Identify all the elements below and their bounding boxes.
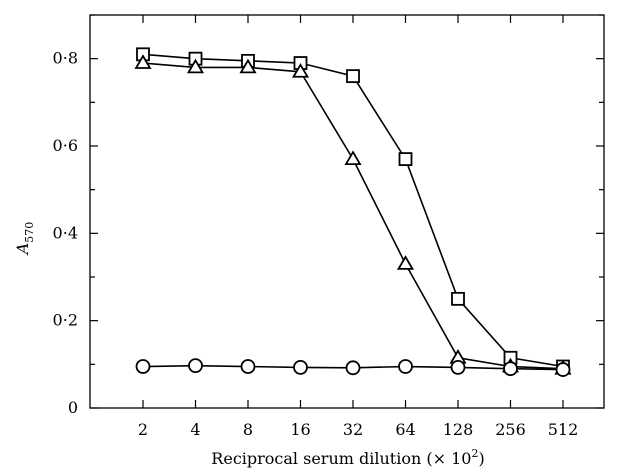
plot-frame [89, 14, 605, 409]
series-triangle [134, 54, 572, 375]
series-square [136, 47, 570, 374]
data-point-triangle [396, 255, 415, 270]
y-axis-label: A570 [13, 222, 36, 257]
x-tick-label: 512 [548, 420, 579, 439]
data-point-circle [240, 359, 256, 374]
data-point-square [451, 291, 465, 306]
x-tick-label: 2 [138, 420, 148, 439]
data-point-triangle [134, 54, 152, 69]
x-tick-label: 128 [443, 420, 474, 439]
data-point-triangle [186, 58, 205, 74]
series-group [134, 47, 572, 377]
series-line-square [142, 53, 564, 368]
y-axis-label-sub: 570 [23, 222, 36, 243]
data-point-circle [503, 361, 518, 377]
x-tick-label: 16 [290, 420, 310, 439]
x-tick-label: 64 [395, 420, 415, 439]
data-point-triangle [344, 150, 362, 166]
data-point-square [346, 69, 360, 84]
x-tick-label: 8 [243, 420, 253, 439]
tick-labels: 0 0·2 0·4 0·6 0·8 2 4 8 16 32 64 128 256 512 [53, 49, 579, 439]
y-tick-label: 0·4 [53, 223, 78, 242]
x-axis-label-main: Reciprocal serum dilution (× 10 [211, 449, 471, 468]
y-tick-label: 0·6 [53, 136, 78, 155]
x-axis-label: Reciprocal serum dilution (× 102) [211, 447, 484, 468]
y-axis-label-main: A [13, 243, 32, 257]
x-axis-label-close: ) [478, 449, 484, 468]
data-point-circle [345, 360, 361, 376]
data-point-circle [293, 359, 308, 375]
x-axis-label-exp: 2 [471, 447, 478, 460]
data-point-square [398, 152, 413, 167]
y-tick-label: 0 [68, 398, 78, 417]
data-point-circle [450, 359, 466, 375]
series-line-triangle [142, 62, 564, 370]
x-tick-label: 32 [343, 420, 363, 439]
data-point-circle [398, 359, 413, 374]
data-point-circle [555, 362, 571, 377]
data-point-triangle [239, 58, 257, 74]
x-tick-label: 256 [495, 420, 526, 439]
y-tick-label: 0·8 [53, 49, 78, 68]
data-point-circle [135, 359, 151, 374]
data-point-triangle [291, 62, 310, 78]
data-point-circle [188, 358, 203, 374]
ticks [90, 14, 604, 409]
x-tick-label: 4 [190, 420, 200, 439]
series-circle [135, 358, 571, 377]
y-tick-label: 0·2 [53, 311, 78, 330]
